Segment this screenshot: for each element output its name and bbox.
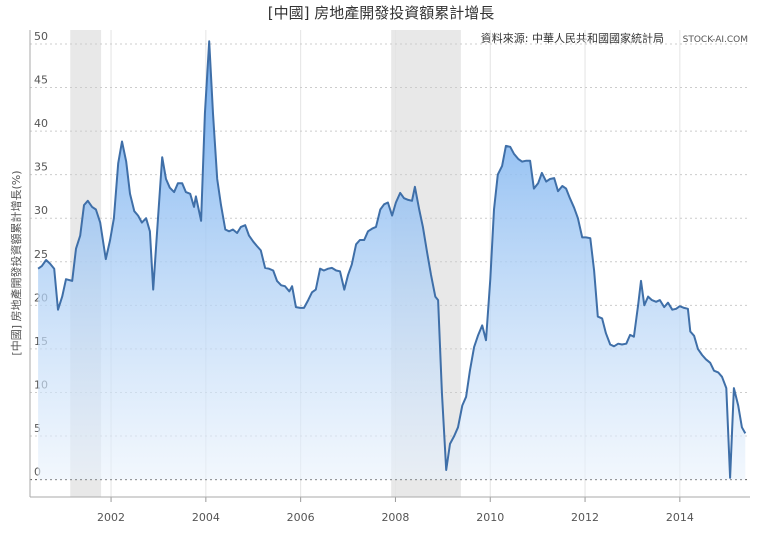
y-tick-label: 50 — [34, 30, 48, 43]
y-tick-label: 30 — [34, 204, 48, 217]
source: 資料來源: 中華人民共和國國家統計局 — [481, 31, 664, 45]
y-tick-label: 35 — [34, 161, 48, 174]
y-tick-label: 25 — [34, 248, 48, 261]
y-tick-label: 45 — [34, 74, 48, 87]
watermark: STOCK-AI.COM — [683, 35, 748, 45]
x-tick-label: 2010 — [476, 511, 504, 524]
x-tick-label: 2004 — [192, 511, 220, 524]
y-tick-label: 0 — [34, 466, 41, 479]
x-tick-label: 2014 — [666, 511, 694, 524]
x-tick-label: 2006 — [287, 511, 315, 524]
line — [37, 40, 747, 479]
y-axis-label: [中國] 房地產開發投資額累計增長(%) — [9, 170, 23, 355]
x-tick-label: 2008 — [381, 511, 409, 524]
x-tick-label: 2002 — [97, 511, 125, 524]
y-tick-label: 5 — [34, 422, 41, 435]
x-tick-label: 2012 — [571, 511, 599, 524]
chart-title: [中國] 房地產開發投資額累計增長 — [268, 4, 494, 22]
y-tick-label: 40 — [34, 117, 48, 130]
